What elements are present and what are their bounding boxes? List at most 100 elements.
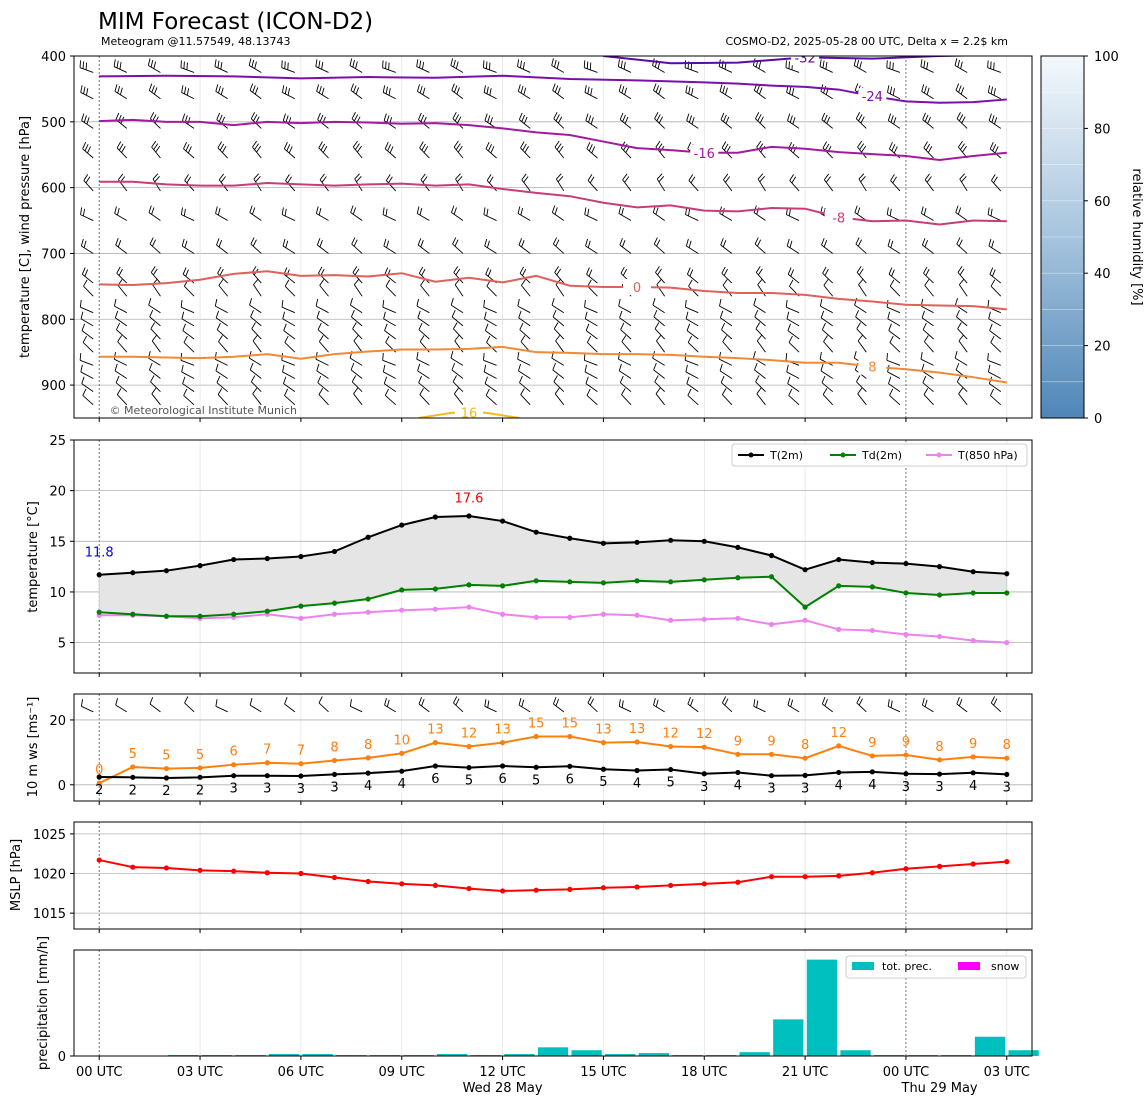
wind-barb-shaft bbox=[180, 359, 195, 366]
series-point-mslp bbox=[231, 868, 237, 874]
wind-speed-value-label: 9 bbox=[734, 734, 742, 749]
wind-barb-feather bbox=[256, 145, 262, 153]
surface-wind-barbs bbox=[80, 696, 1002, 713]
wind-speed-value-label: 9 bbox=[969, 737, 977, 752]
wind-barb-feather bbox=[959, 114, 964, 122]
wind-barb-shaft bbox=[653, 89, 665, 100]
wind-barb-shaft bbox=[115, 244, 128, 254]
wind-barb-feather bbox=[958, 85, 962, 93]
wind-barb-shaft bbox=[250, 316, 262, 327]
wind-barb-feather bbox=[891, 144, 896, 152]
wind-barb-feather bbox=[989, 388, 994, 396]
wind-barb-shaft bbox=[353, 340, 363, 353]
series-point-mean bbox=[533, 764, 539, 770]
wind-barb-feather bbox=[825, 61, 828, 70]
series-point-td2m bbox=[163, 613, 170, 619]
wind-barb-feather bbox=[724, 698, 729, 706]
wind-barb-shaft bbox=[786, 245, 800, 254]
precipitation-legend: tot. prec. snow bbox=[845, 955, 1027, 979]
wind-barb-shaft bbox=[685, 318, 699, 327]
wind-barb-shaft bbox=[990, 285, 1002, 297]
chart-title: MIM Forecast (ICON-D2) bbox=[98, 9, 373, 35]
wind-barb-feather bbox=[218, 279, 224, 286]
series-point-mslp bbox=[735, 879, 741, 885]
wind-barb-feather bbox=[450, 350, 454, 359]
wind-barb-feather bbox=[991, 240, 995, 248]
wind-barb-shaft bbox=[719, 358, 733, 366]
wind-barb-feather bbox=[86, 117, 90, 125]
wind-barb-feather bbox=[993, 88, 996, 96]
wind-speed-value-label: 3 bbox=[902, 780, 910, 795]
wind-barb-shaft bbox=[887, 318, 901, 327]
y-tick-label: 400 bbox=[41, 50, 66, 65]
wind-barb-shaft bbox=[688, 180, 699, 192]
precipitation-bar bbox=[302, 1054, 333, 1056]
series-point-t2m bbox=[634, 539, 640, 545]
wind-barb-feather bbox=[115, 375, 120, 383]
wind-barb-feather bbox=[991, 115, 995, 123]
wind-barb-shaft bbox=[856, 702, 867, 713]
wind-barb-shaft bbox=[959, 178, 968, 192]
wind-barb-shaft bbox=[384, 148, 397, 159]
wind-barb-feather bbox=[417, 84, 420, 92]
wind-barb-feather bbox=[287, 176, 292, 184]
wind-barb-feather bbox=[954, 58, 958, 66]
precipitation-bar bbox=[1008, 1050, 1039, 1056]
wind-barb-feather bbox=[518, 112, 523, 120]
wind-barb-shaft bbox=[857, 340, 867, 353]
wind-barb-feather bbox=[590, 88, 593, 96]
series-point-mslp bbox=[130, 864, 136, 870]
series-point-t850 bbox=[701, 616, 707, 622]
wind-barb-feather bbox=[116, 322, 121, 330]
wind-barb-feather bbox=[417, 363, 421, 372]
wind-barb-shaft bbox=[252, 393, 262, 406]
wind-barb-shaft bbox=[858, 178, 867, 192]
wind-barb-feather bbox=[687, 335, 693, 343]
series-point-t850 bbox=[768, 621, 775, 627]
wind-barb-feather bbox=[385, 335, 390, 343]
wind-barb-feather bbox=[554, 207, 558, 215]
wind-barb-shaft bbox=[987, 359, 1001, 366]
wind-barb-feather bbox=[788, 335, 793, 343]
series-point-mslp bbox=[399, 881, 405, 887]
wind-barb-feather bbox=[960, 143, 965, 150]
wind-barb-feather bbox=[352, 59, 355, 68]
wind-barb-shaft bbox=[417, 213, 430, 221]
wind-barb-feather bbox=[249, 362, 254, 371]
wind-barb-feather bbox=[84, 144, 89, 152]
wind-barb-shaft bbox=[822, 329, 834, 340]
wind-barb-shaft bbox=[989, 383, 1002, 393]
wind-barb-shaft bbox=[483, 214, 497, 221]
wind-barb-feather bbox=[215, 206, 218, 214]
wind-barb-feather bbox=[823, 173, 830, 181]
wind-barb-shaft bbox=[922, 244, 934, 254]
wind-barb-feather bbox=[520, 141, 525, 149]
wind-barb-shaft bbox=[722, 341, 733, 353]
wind-barb-shaft bbox=[822, 394, 834, 406]
wind-barb-feather bbox=[554, 266, 559, 273]
wind-barb-shaft bbox=[453, 146, 464, 159]
wind-barb-feather bbox=[556, 61, 560, 69]
wind-barb-shaft bbox=[955, 212, 968, 221]
wind-barb-feather bbox=[152, 268, 158, 276]
wind-barb-feather bbox=[385, 61, 387, 69]
wind-barb-shaft bbox=[854, 304, 867, 314]
wind-barb-feather bbox=[890, 700, 893, 708]
wind-barb-feather bbox=[757, 239, 762, 247]
wind-barb-feather bbox=[554, 85, 559, 93]
series-point-mean bbox=[163, 775, 170, 781]
wind-barb-shaft bbox=[618, 305, 632, 314]
wind-barb-feather bbox=[755, 322, 761, 330]
wind-barb-feather bbox=[255, 176, 261, 183]
series-point-mslp bbox=[802, 874, 808, 880]
wind-barb-shaft bbox=[152, 178, 161, 192]
wind-barb-feather bbox=[283, 376, 287, 384]
wind-barb-shaft bbox=[282, 92, 296, 100]
wind-barb-feather bbox=[316, 238, 321, 246]
wind-barb-feather bbox=[958, 387, 964, 395]
wind-barb-feather bbox=[690, 698, 694, 707]
wind-barb-shaft bbox=[216, 329, 228, 340]
wind-barb-feather bbox=[923, 388, 929, 395]
wind-barb-feather bbox=[252, 239, 257, 247]
wind-barb-feather bbox=[552, 237, 558, 245]
